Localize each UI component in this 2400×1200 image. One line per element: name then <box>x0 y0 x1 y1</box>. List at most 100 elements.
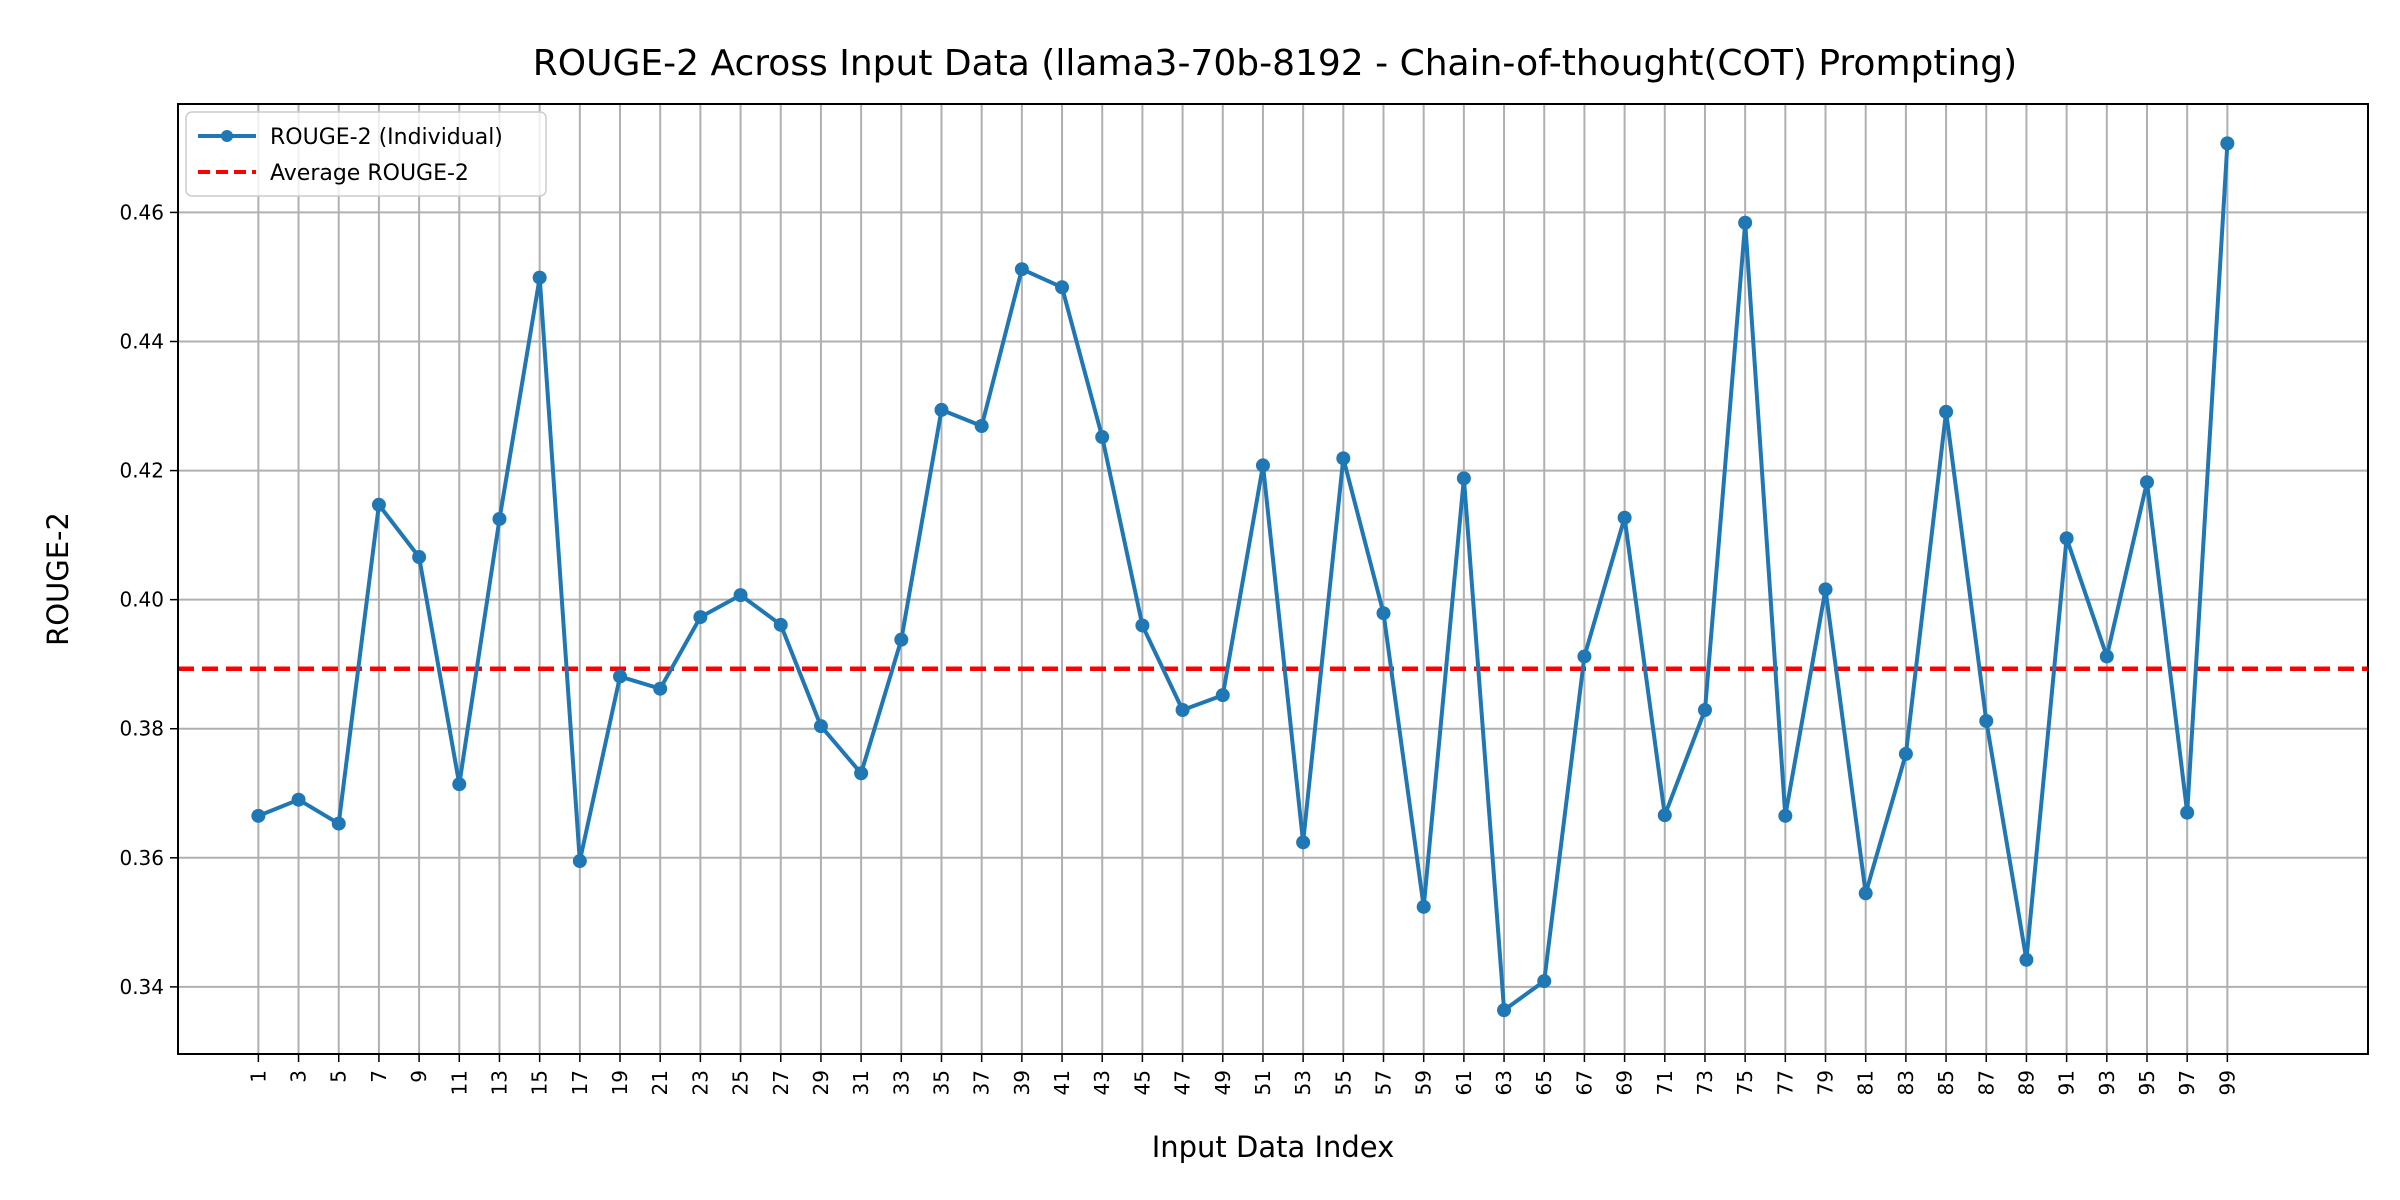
x-tick-label: 49 <box>1211 1070 1235 1095</box>
data-point <box>2180 805 2195 820</box>
x-tick-label: 87 <box>1974 1070 1998 1095</box>
data-point <box>1657 808 1672 823</box>
legend-box <box>185 111 547 197</box>
x-tick-label: 9 <box>407 1070 431 1083</box>
data-point <box>1055 280 1070 295</box>
x-tick-label: 35 <box>929 1070 953 1095</box>
x-tick-label: 75 <box>1733 1070 1757 1095</box>
x-tick-label: 13 <box>487 1070 511 1095</box>
y-tick-label: 0.34 <box>119 975 164 999</box>
x-tick-label: 17 <box>568 1070 592 1095</box>
x-tick-label: 85 <box>1934 1070 1958 1095</box>
data-point <box>653 681 668 696</box>
data-point <box>974 419 989 434</box>
x-tick-label: 43 <box>1090 1070 1114 1095</box>
legend-marker-individual <box>221 130 233 142</box>
data-point <box>1215 688 1230 703</box>
data-point <box>1738 215 1753 230</box>
data-point <box>934 402 949 417</box>
y-tick-label: 0.40 <box>119 588 164 612</box>
y-tick-label: 0.36 <box>119 846 164 870</box>
x-axis-label: Input Data Index <box>1152 1130 1395 1164</box>
x-tick-label: 33 <box>889 1070 913 1095</box>
x-tick-label: 97 <box>2175 1070 2199 1095</box>
data-point <box>572 854 587 869</box>
data-point <box>291 792 306 807</box>
data-point <box>1697 703 1712 718</box>
x-tick-label: 73 <box>1693 1070 1717 1095</box>
data-point <box>1497 1003 1512 1018</box>
data-point <box>1778 808 1793 823</box>
legend-label-individual: ROUGE-2 (Individual) <box>270 125 503 150</box>
data-point <box>452 777 467 792</box>
y-tick-label: 0.44 <box>119 330 164 354</box>
data-point <box>1095 430 1110 445</box>
x-tick-label: 55 <box>1331 1070 1355 1095</box>
y-axis-ticks: 0.34 0.36 0.38 0.40 0.42 0.44 0.46 <box>119 200 178 999</box>
data-point <box>532 270 547 285</box>
data-point <box>1898 746 1913 761</box>
data-point <box>1255 458 1270 473</box>
data-point <box>2019 952 2034 967</box>
x-tick-label: 99 <box>2215 1070 2239 1095</box>
data-point <box>1336 451 1351 466</box>
data-point <box>733 588 748 603</box>
data-point <box>1296 835 1311 850</box>
x-tick-label: 15 <box>528 1070 552 1095</box>
x-tick-label: 79 <box>1814 1070 1838 1095</box>
plot-area-frame <box>177 103 2369 1055</box>
grid-lines <box>178 104 2368 1054</box>
data-point <box>1456 471 1471 486</box>
data-point <box>1014 262 1029 277</box>
data-point <box>693 610 708 625</box>
y-tick-label: 0.42 <box>119 459 164 483</box>
rouge2-individual-series-line <box>257 143 2230 1013</box>
x-tick-label: 67 <box>1572 1070 1596 1095</box>
x-tick-label: 63 <box>1492 1070 1516 1095</box>
x-tick-label: 89 <box>2014 1070 2038 1095</box>
data-point <box>894 632 909 647</box>
data-point <box>813 719 828 734</box>
legend: ROUGE-2 (Individual) Average ROUGE-2 <box>185 111 547 197</box>
x-tick-label: 37 <box>970 1070 994 1095</box>
x-tick-label: 11 <box>447 1070 471 1095</box>
x-tick-label: 71 <box>1653 1070 1677 1095</box>
data-point <box>1537 974 1552 989</box>
data-point <box>2220 136 2235 151</box>
x-tick-label: 61 <box>1452 1070 1476 1095</box>
data-point <box>1818 582 1833 597</box>
data-point <box>1577 649 1592 664</box>
x-tick-label: 47 <box>1171 1070 1195 1095</box>
y-tick-label: 0.46 <box>119 200 164 224</box>
series-layer <box>251 136 2235 1018</box>
x-tick-label: 23 <box>688 1070 712 1095</box>
x-tick-label: 83 <box>1894 1070 1918 1095</box>
x-tick-label: 3 <box>287 1070 311 1083</box>
data-point <box>1135 618 1150 633</box>
data-point <box>854 766 869 781</box>
x-tick-label: 95 <box>2135 1070 2159 1095</box>
data-point <box>1858 886 1873 901</box>
x-tick-label: 69 <box>1613 1070 1637 1095</box>
data-point <box>1617 510 1632 525</box>
x-tick-label: 29 <box>809 1070 833 1095</box>
data-point <box>492 511 507 526</box>
x-axis-ticks: 1 3 5 7 9 11 13 15 17 19 21 23 25 27 29 31 33 35 37 39 41 43 4… <box>246 1054 2239 1095</box>
x-tick-label: 39 <box>1010 1070 1034 1095</box>
x-tick-label: 7 <box>367 1070 391 1083</box>
chart-title: ROUGE-2 Across Input Data (llama3-70b-81… <box>533 43 2017 84</box>
x-tick-label: 81 <box>1854 1070 1878 1095</box>
x-tick-label: 65 <box>1532 1070 1556 1095</box>
data-point <box>1979 713 1994 728</box>
x-tick-label: 51 <box>1251 1070 1275 1095</box>
x-tick-label: 21 <box>648 1070 672 1095</box>
x-tick-label: 25 <box>729 1070 753 1095</box>
y-tick-label: 0.38 <box>119 717 164 741</box>
data-point <box>412 550 427 565</box>
data-point <box>613 669 628 684</box>
x-tick-label: 41 <box>1050 1070 1074 1095</box>
data-point <box>1175 703 1190 718</box>
x-tick-label: 19 <box>608 1070 632 1095</box>
data-point <box>251 808 266 823</box>
